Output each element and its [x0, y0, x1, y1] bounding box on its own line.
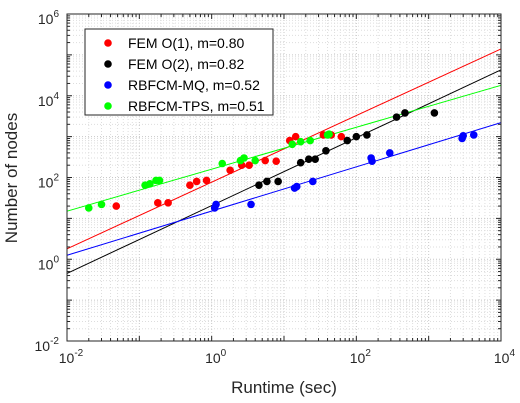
legend-label: RBFCM-MQ, m=0.52: [128, 77, 260, 93]
legend-label: FEM O(2), m=0.82: [128, 56, 245, 72]
y-tick-label: 102: [38, 173, 60, 191]
legend-marker: [104, 39, 112, 47]
data-point-series-4: [84, 204, 93, 212]
data-point-series-1: [272, 157, 280, 166]
data-point-series-4: [296, 137, 305, 146]
data-point-series-1: [261, 156, 270, 165]
data-point-series-1: [337, 132, 346, 141]
data-point-series-2: [296, 158, 305, 167]
data-point-series-2: [311, 155, 320, 164]
data-point-series-2: [430, 109, 439, 117]
data-point-series-1: [186, 181, 194, 189]
legend-marker: [104, 102, 112, 110]
axis-ticks: [66, 14, 501, 342]
data-point-series-1: [112, 202, 121, 210]
data-point-series-4: [155, 176, 164, 185]
y-tick-label: 104: [38, 91, 60, 109]
data-point-series-4: [251, 156, 260, 165]
fit-line-series-2: [66, 69, 502, 274]
fit-lines: [66, 48, 502, 274]
data-point-series-2: [263, 177, 271, 186]
data-point-series-2: [322, 146, 330, 155]
fit-line-series-1: [66, 48, 502, 250]
data-point-series-2: [392, 113, 401, 121]
data-point-series-2: [401, 109, 409, 117]
data-point-series-1: [202, 176, 211, 185]
legend-marker: [104, 60, 112, 68]
data-point-series-4: [306, 136, 314, 145]
data-point-series-3: [385, 149, 394, 157]
data-points: [84, 109, 478, 212]
x-tick-label: 100: [205, 348, 227, 366]
data-point-series-1: [245, 161, 253, 169]
legend-marker: [104, 81, 112, 89]
data-point-series-1: [291, 132, 300, 141]
data-point-series-1: [164, 199, 172, 207]
legend-label: FEM O(1), m=0.80: [128, 35, 245, 51]
y-tick-label: 10-2: [35, 336, 60, 354]
data-point-series-4: [240, 154, 248, 162]
data-point-series-1: [153, 199, 162, 207]
y-axis-label: Number of nodes: [2, 113, 21, 243]
y-tick-label: 100: [38, 254, 60, 272]
x-tick-label: 10-2: [59, 348, 84, 366]
data-point-series-2: [274, 177, 282, 186]
fit-line-series-4: [66, 84, 502, 212]
fit-line-series-3: [66, 122, 502, 256]
data-point-series-4: [288, 140, 297, 149]
data-point-series-3: [292, 182, 301, 191]
data-point-series-1: [226, 166, 234, 175]
x-axis-label: Runtime (sec): [231, 378, 337, 397]
data-point-series-3: [308, 177, 317, 186]
legend-box: [84, 28, 274, 116]
data-point-series-4: [325, 130, 333, 138]
data-point-series-1: [192, 177, 201, 186]
y-tick-label: 106: [38, 9, 60, 27]
data-point-series-3: [212, 200, 220, 209]
data-point-series-2: [304, 155, 313, 164]
data-point-series-2: [352, 132, 361, 141]
data-point-series-2: [343, 136, 352, 145]
data-point-series-3: [368, 157, 376, 166]
legend: FEM O(1), m=0.80 FEM O(2), m=0.82 RBFCM-MQ…: [84, 28, 274, 116]
legend-label: RBFCM-TPS, m=0.51: [128, 98, 265, 114]
data-point-series-4: [146, 180, 154, 188]
data-point-series-2: [363, 131, 371, 139]
data-point-series-3: [247, 200, 255, 209]
x-tick-label: 102: [350, 348, 372, 366]
data-point-series-3: [459, 131, 467, 140]
data-point-series-4: [97, 200, 106, 209]
x-tick-label: 104: [494, 348, 516, 366]
data-point-series-4: [218, 159, 227, 168]
x-tick-labels: 10-2 100 102 104: [59, 348, 516, 366]
y-tick-labels: 10-2 100 102 104 106: [35, 9, 60, 354]
data-point-series-2: [255, 181, 263, 189]
data-point-series-3: [469, 131, 478, 139]
